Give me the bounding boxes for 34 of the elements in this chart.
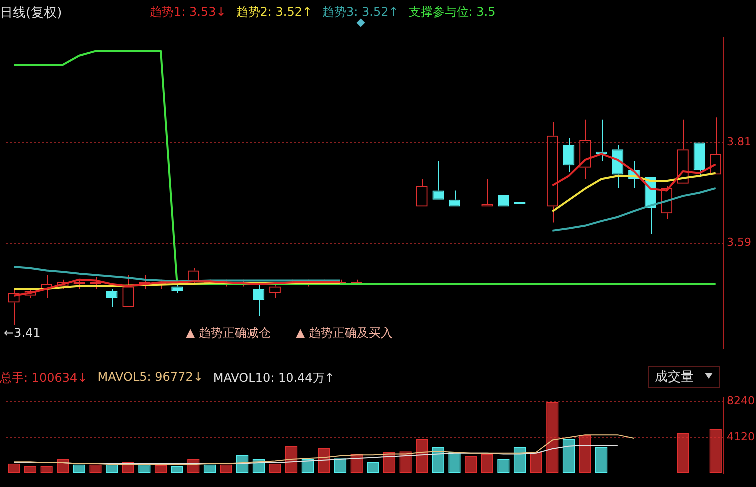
text: 趋势3: 3.52↑ <box>322 4 399 21</box>
bar <box>448 452 461 474</box>
y-tick-label: 3.81 <box>727 136 752 149</box>
bar <box>546 402 559 474</box>
text: 趋势1: 3.53↓ <box>150 4 226 21</box>
bar <box>171 466 184 474</box>
annotation: ▲ 趋势正确及买入 <box>296 326 394 340</box>
y-tick-label: 4120 <box>727 430 755 444</box>
text: 趋势2: 3.52↑ <box>236 4 313 21</box>
bar <box>40 466 53 474</box>
annotation: ▲ 趋势正确减仓 <box>186 326 272 340</box>
bar <box>579 435 592 474</box>
bar <box>710 428 722 474</box>
bar <box>400 452 412 474</box>
annotation: ←3.41 <box>4 326 41 340</box>
bar <box>530 452 542 474</box>
text: 总手: 100634↓ <box>0 370 88 387</box>
bar <box>595 447 608 474</box>
text: MAVOL10: 10.44万↑ <box>213 370 335 387</box>
bar <box>318 448 330 474</box>
bar <box>416 439 428 474</box>
candlestick <box>612 144 624 189</box>
y-tick-label: 3.59 <box>727 236 752 250</box>
bar <box>562 439 576 474</box>
text: MAVOL5: 96772↓ <box>98 370 204 386</box>
y-tick-label: 8240 <box>727 394 755 408</box>
chart-title: 成交量 <box>655 369 694 386</box>
bar <box>514 447 526 474</box>
bar <box>677 433 690 474</box>
bar <box>285 446 298 474</box>
bar <box>24 466 37 474</box>
candlestick <box>563 138 575 173</box>
chart-title: 日线(复权) <box>0 5 62 22</box>
text: 支撑参与位: 3.5 <box>408 4 496 21</box>
